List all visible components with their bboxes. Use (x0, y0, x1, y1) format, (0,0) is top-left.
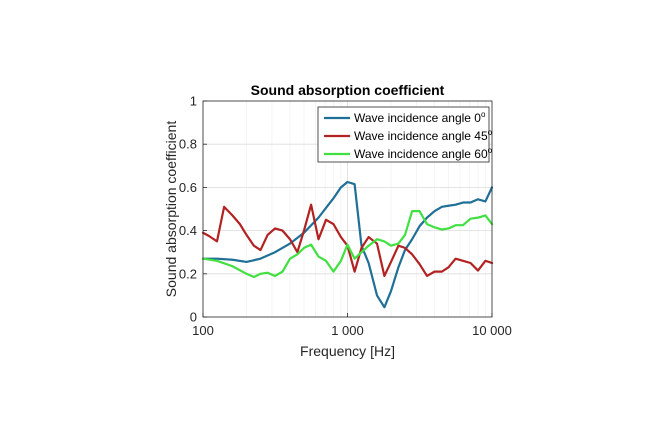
ticks: 100 1 000 10 000 0 0.2 0.4 0.6 0.8 1 (179, 94, 512, 339)
legend-label-0: Wave incidence angle 0o (354, 110, 486, 125)
x-axis-label: Frequency [Hz] (300, 343, 395, 359)
series-layer (201, 180, 494, 309)
legend-label-1: Wave incidence angle 45o (354, 128, 493, 143)
x-tick-label: 100 (192, 323, 214, 338)
chart-title: Sound absorption coefficient (251, 82, 445, 98)
y-tick-label: 0.8 (179, 137, 197, 152)
y-tick-label: 0.2 (179, 266, 197, 281)
x-tick-label: 10 000 (472, 323, 512, 338)
legend-box (317, 106, 490, 163)
y-tick-label: 0 (190, 310, 197, 325)
y-tick-label: 0.6 (179, 180, 197, 195)
series-line-0 (201, 180, 494, 309)
x-tick-label: 1 000 (331, 323, 364, 338)
y-tick-label: 1 (190, 94, 197, 109)
y-tick-label: 0.4 (179, 223, 197, 238)
legend-label-2: Wave incidence angle 60o (354, 146, 493, 161)
legend: Wave incidence angle 0o Wave incidence an… (317, 106, 493, 163)
y-axis-label: Sound absorption coefficient (163, 121, 179, 298)
series-line-2 (201, 210, 494, 279)
